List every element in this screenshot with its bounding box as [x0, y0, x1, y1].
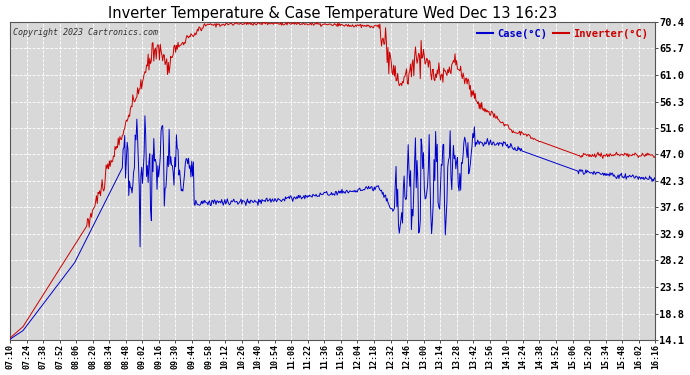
- Text: Copyright 2023 Cartronics.com: Copyright 2023 Cartronics.com: [13, 28, 158, 37]
- Title: Inverter Temperature & Case Temperature Wed Dec 13 16:23: Inverter Temperature & Case Temperature …: [108, 6, 558, 21]
- Legend: Case(°C), Inverter(°C): Case(°C), Inverter(°C): [475, 27, 650, 41]
